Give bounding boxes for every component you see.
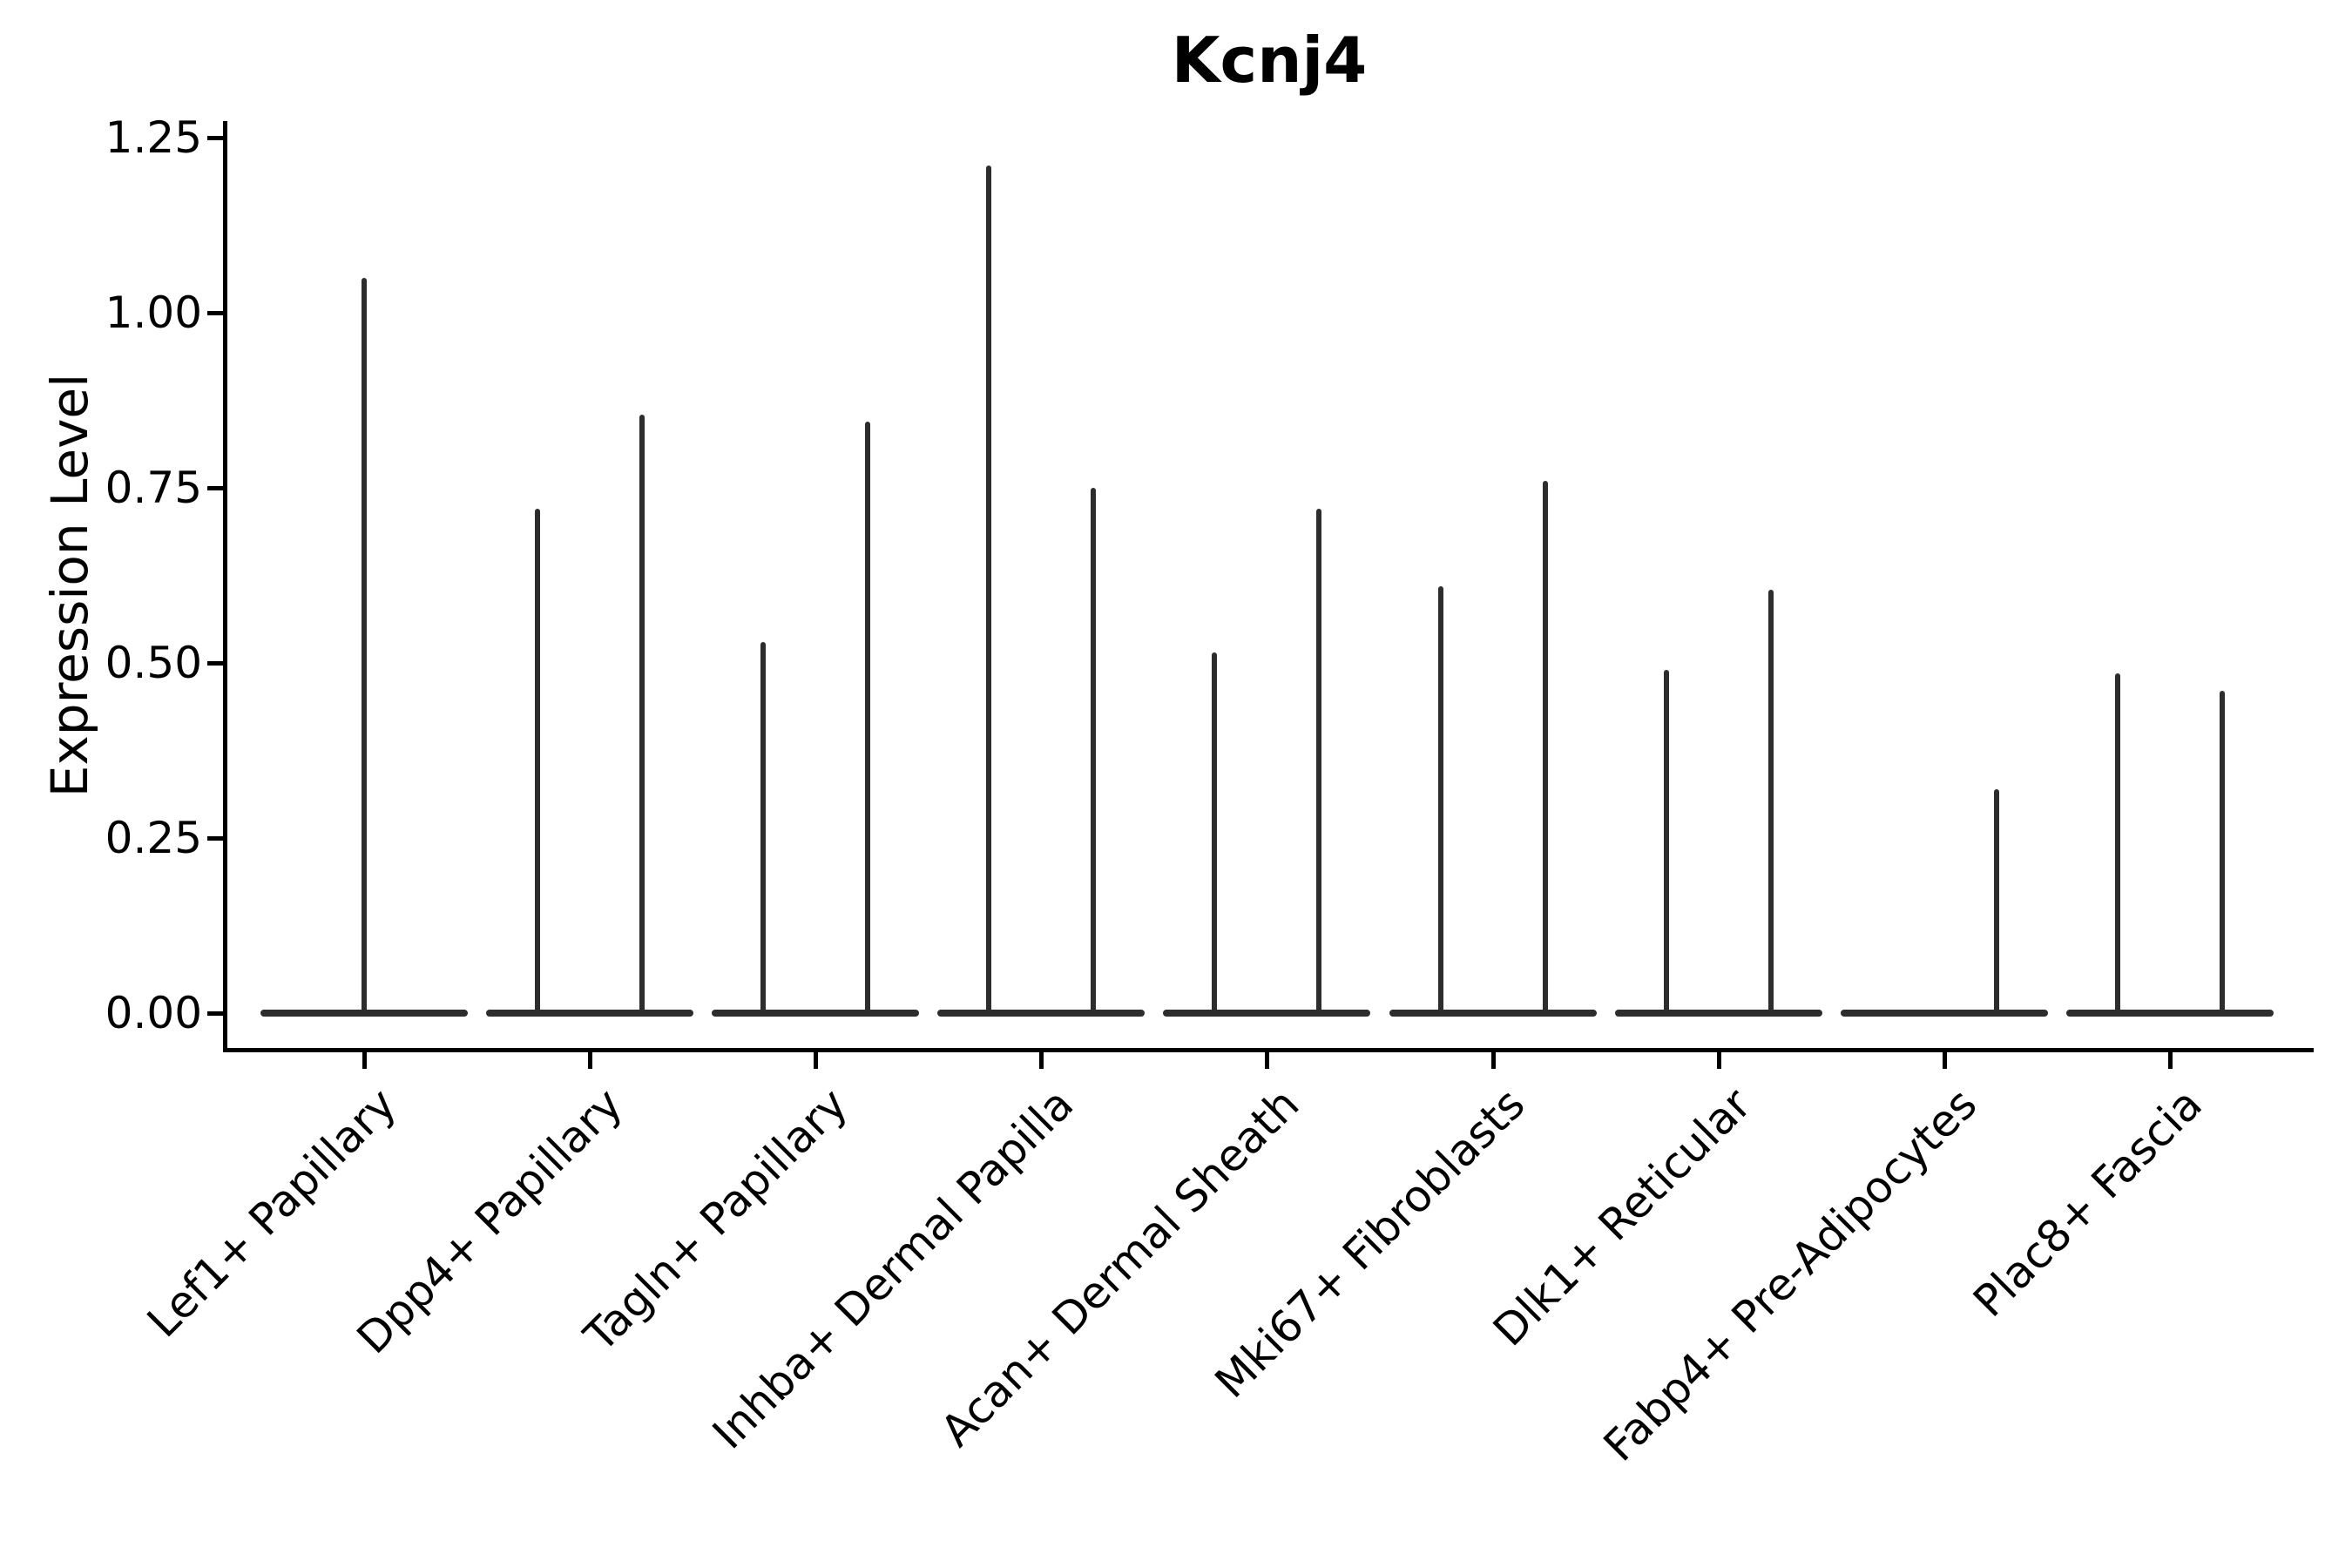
x-tick-mark bbox=[588, 1051, 593, 1069]
violin-spike bbox=[760, 641, 767, 1013]
y-tick-label: 0.00 bbox=[105, 988, 202, 1038]
violin-spike bbox=[2114, 673, 2120, 1013]
chart-title: Kcnj4 bbox=[1171, 24, 1368, 97]
violin-spike bbox=[1993, 788, 1999, 1013]
y-tick-mark bbox=[207, 1011, 223, 1016]
violin-spike bbox=[1212, 652, 1218, 1013]
y-tick-label: 0.75 bbox=[105, 463, 202, 513]
y-tick-label: 0.50 bbox=[105, 638, 202, 688]
x-tick-label: Fabp4+ Pre-Adipocytes bbox=[1593, 1078, 1987, 1471]
violin-spike bbox=[362, 277, 367, 1013]
x-tick-mark bbox=[2167, 1051, 2173, 1069]
y-tick-label: 1.25 bbox=[105, 112, 202, 163]
x-tick-mark bbox=[1716, 1051, 1721, 1069]
y-tick-mark bbox=[207, 661, 223, 666]
violin-spike bbox=[865, 421, 871, 1013]
violin-spike bbox=[1316, 509, 1322, 1013]
x-axis-spine bbox=[223, 1048, 2314, 1052]
violin-base bbox=[1163, 1010, 1371, 1017]
y-axis-label: Expression Level bbox=[40, 373, 99, 798]
y-tick-mark bbox=[207, 486, 223, 490]
violin-spike bbox=[1542, 480, 1548, 1013]
x-tick-mark bbox=[1265, 1051, 1270, 1069]
x-tick-label: Acan+ Dermal Sheath bbox=[931, 1078, 1309, 1456]
x-tick-label: Inhba+ Dermal Papilla bbox=[703, 1078, 1084, 1459]
violin-base bbox=[2065, 1010, 2274, 1017]
y-tick-mark bbox=[207, 836, 223, 841]
violin-base bbox=[486, 1010, 694, 1017]
y-axis-spine bbox=[223, 121, 227, 1051]
violin-spike bbox=[639, 414, 645, 1013]
x-tick-mark bbox=[362, 1051, 367, 1069]
violin-spike bbox=[1767, 589, 1774, 1013]
violin-spike bbox=[1663, 670, 1669, 1013]
violin-spike bbox=[1437, 585, 1443, 1013]
x-tick-label: Lef1+ Papillary bbox=[138, 1078, 407, 1348]
y-tick-mark bbox=[207, 136, 223, 140]
violin-base bbox=[937, 1010, 1146, 1017]
y-tick-label: 0.25 bbox=[105, 813, 202, 863]
violin-spike bbox=[1091, 488, 1097, 1013]
violin-base bbox=[712, 1010, 920, 1017]
violin-spike bbox=[535, 509, 541, 1013]
x-tick-label: Plac8+ Fascia bbox=[1963, 1078, 2213, 1328]
violin-base bbox=[1389, 1010, 1597, 1017]
violin-base bbox=[260, 1010, 468, 1017]
violin-base bbox=[1614, 1010, 1822, 1017]
x-tick-mark bbox=[1039, 1051, 1044, 1069]
y-tick-label: 1.00 bbox=[105, 287, 202, 338]
x-tick-mark bbox=[814, 1051, 819, 1069]
x-tick-mark bbox=[1490, 1051, 1496, 1069]
x-tick-mark bbox=[1942, 1051, 1947, 1069]
y-tick-mark bbox=[207, 311, 223, 315]
violin-spike bbox=[986, 166, 992, 1013]
violin-base bbox=[1840, 1010, 2048, 1017]
violin-spike bbox=[2219, 691, 2225, 1013]
